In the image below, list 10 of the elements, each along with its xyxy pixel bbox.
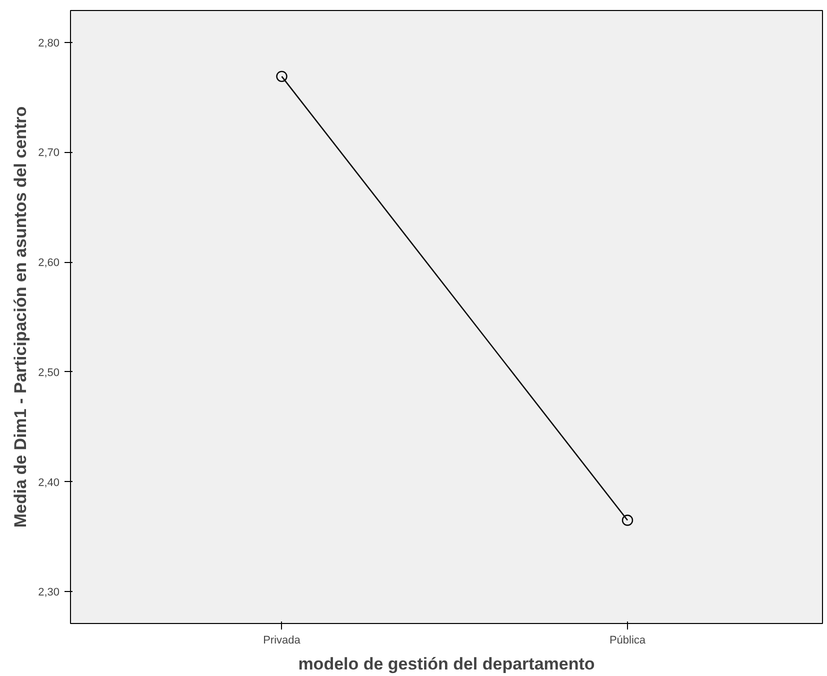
y-tick-label: 2,80 — [38, 37, 60, 50]
x-tick-label: Privada — [263, 634, 302, 646]
y-tick-label: 2,50 — [38, 366, 60, 379]
y-tick-label: 2,60 — [38, 257, 60, 270]
y-tick-label: 2,70 — [38, 147, 60, 160]
y-tick-label: 2,30 — [38, 586, 60, 599]
y-tick-label: 2,40 — [38, 476, 60, 489]
y-axis-title: Media de Dim1 - Participación en asuntos del centro — [11, 106, 30, 528]
x-tick-label: Pública — [609, 634, 646, 646]
x-axis-title: modelo de gestión del departamento — [298, 654, 595, 674]
